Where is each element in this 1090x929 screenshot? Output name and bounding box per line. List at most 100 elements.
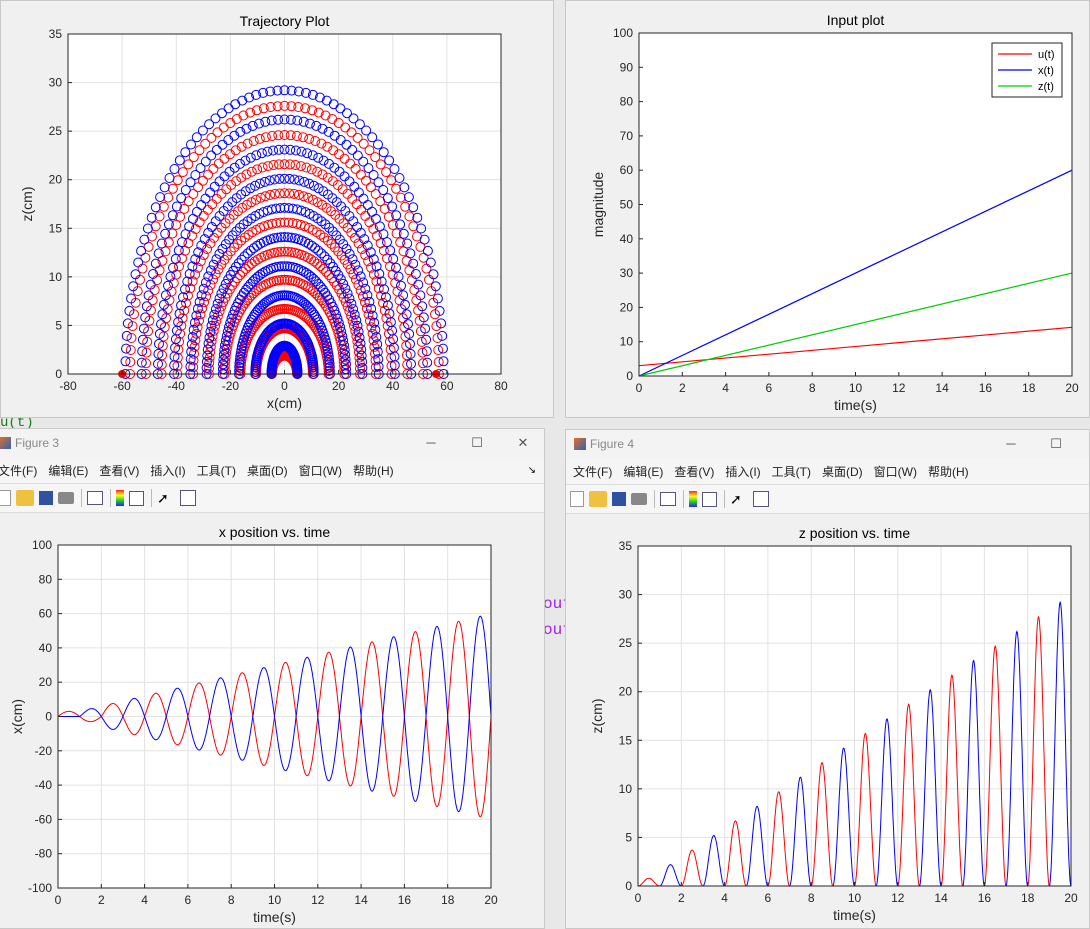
menu-tools[interactable]: 工具(T) [771,464,811,479]
scatter-point [394,173,405,183]
scatter-point [324,361,335,372]
y-tick-label: 35 [619,539,633,553]
scatter-point [217,108,227,119]
colorbar-icon[interactable] [116,490,124,506]
print-icon[interactable] [58,492,74,504]
new-figure-icon[interactable] [0,490,11,506]
menu-desktop[interactable]: 桌面(D) [821,464,863,479]
menu-insert[interactable]: 插入(I) [725,464,761,479]
menu-help[interactable]: 帮助(H) [352,463,394,478]
scatter-point [189,348,199,359]
menu-window[interactable]: 窗口(W) [298,463,342,478]
pointer-icon[interactable]: ➚ [730,491,742,507]
minimize-button[interactable]: ─ [426,435,436,450]
scatter-point [404,328,415,339]
minimize-button[interactable]: ─ [1006,436,1016,451]
link-plot-icon[interactable] [660,492,676,506]
menu-file[interactable]: 文件(F) [0,463,38,478]
scatter-point [274,159,284,170]
link-plot-icon[interactable] [87,491,103,505]
x-tick-label: 16 [978,891,992,905]
legend-icon[interactable] [702,491,717,507]
menu-window[interactable]: 窗口(W) [873,464,917,479]
scatter-point [308,366,319,377]
menu-help[interactable]: 帮助(H) [927,464,969,479]
scatter-point [365,247,376,258]
print-icon[interactable] [631,493,647,505]
y-tick-label: 30 [619,588,633,602]
scatter-point [220,352,231,363]
scatter-point [431,321,442,332]
scatter-point [324,355,335,365]
menu-view[interactable]: 查看(V) [99,463,140,478]
x-tick-label: -60 [113,379,131,393]
menu-edit[interactable]: 编辑(E) [623,464,664,479]
y-tick-label: -100 [28,881,52,895]
legend-label: u(t) [1038,49,1055,61]
scatter-point [337,348,348,358]
menu-desktop[interactable]: 桌面(D) [246,463,288,478]
menu-bar: 文件(F) 编辑(E) 查看(V) 插入(I) 工具(T) 桌面(D) 窗口(W… [566,458,1089,484]
scatter-point [206,132,217,143]
scatter-point [163,219,174,230]
scatter-point [251,194,261,205]
x-tick-label: 14 [934,891,948,905]
scatter-point [379,284,389,295]
open-folder-icon[interactable] [589,491,607,507]
scatter-point [194,296,205,307]
scatter-point [357,356,368,367]
property-inspector-icon[interactable] [753,491,769,507]
scatter-point [254,303,265,314]
scatter-point [346,227,357,238]
scatter-point [256,282,266,293]
scatter-point [137,334,148,345]
scatter-point [208,163,219,174]
scatter-point [293,86,304,97]
x-tick-label: 4 [141,893,148,907]
scatter-point [408,258,419,269]
open-folder-icon[interactable] [16,490,34,506]
menu-view[interactable]: 查看(V) [674,464,715,479]
menu-insert[interactable]: 插入(I) [150,463,186,478]
close-button[interactable]: ✕ [517,435,529,450]
scatter-point [303,192,314,203]
colorbar-icon[interactable] [689,491,697,507]
scatter-point [137,346,148,357]
save-icon[interactable] [612,492,626,506]
scatter-point [363,256,374,267]
scatter-point [212,298,223,309]
scatter-point [163,237,174,248]
scatter-point [145,279,156,290]
new-figure-icon[interactable] [570,491,584,507]
legend-icon[interactable] [129,490,144,506]
menu-tools[interactable]: 工具(T) [196,463,236,478]
dock-arrow-icon[interactable]: ↘ [527,464,536,476]
figure-3-window: Figure 3 ─ ☐ ✕ 文件(F) 编辑(E) 查看(V) 插入(I) 工… [0,428,545,929]
scatter-point [251,89,262,100]
scatter-point [201,362,212,373]
scatter-point [279,114,290,125]
pointer-icon[interactable]: ➚ [157,490,169,506]
scatter-point [375,159,386,170]
scatter-point [231,226,242,237]
scatter-point [316,248,327,259]
save-icon[interactable] [39,491,53,505]
menu-edit[interactable]: 编辑(E) [48,463,89,478]
scatter-point [214,176,225,187]
x-tick-label: 8 [809,381,816,395]
menu-file[interactable]: 文件(F) [573,464,613,479]
maximize-button[interactable]: ☐ [471,435,483,450]
scatter-point [342,108,352,119]
scatter-point [323,348,334,359]
scatter-point [370,324,381,335]
maximize-button[interactable]: ☐ [1050,436,1062,451]
scatter-point [182,276,193,287]
x-tick-label: 16 [398,893,412,907]
toolbar-separator [81,489,82,507]
scatter-point [248,136,259,146]
scatter-point [198,250,209,261]
scatter-point [305,118,315,129]
scatter-point [272,247,283,258]
property-inspector-icon[interactable] [180,490,196,506]
scatter-point [154,328,165,339]
